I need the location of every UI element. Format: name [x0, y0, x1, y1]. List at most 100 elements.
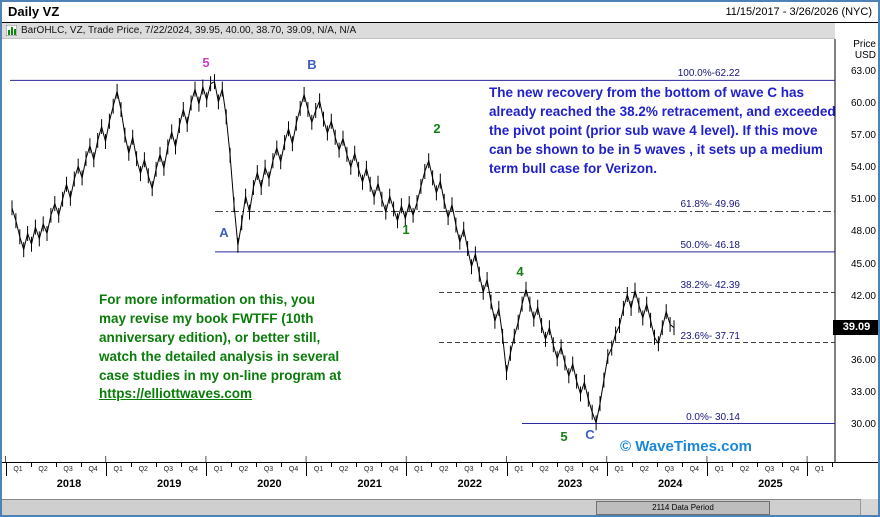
quarter-label: Q3	[63, 466, 73, 473]
price-axis-label: 30.00	[850, 419, 876, 430]
quarter-tick	[381, 463, 383, 467]
price-axis-label: 33.00	[850, 386, 876, 398]
wave-label-5: 5	[202, 55, 210, 70]
quarter-tick	[656, 463, 658, 467]
note-green-body: For more information on this, you may re…	[99, 292, 342, 383]
bar-chart-icon	[6, 25, 17, 36]
quarter-tick	[80, 463, 82, 467]
quarter-label: Q3	[664, 466, 674, 473]
quarter-tick	[757, 463, 758, 467]
quarter-tick	[431, 463, 433, 467]
price-line	[11, 80, 675, 425]
year-label: 2019	[156, 478, 182, 490]
analysis-note-green: For more information on this, you may re…	[99, 291, 343, 404]
price-axis-label: 54.00	[850, 162, 876, 174]
quarter-label: Q1	[414, 466, 424, 473]
quarter-tick	[230, 463, 232, 467]
quarter-label: Q1	[814, 466, 825, 473]
year-boundary-tick	[706, 463, 708, 476]
elliottwaves-link[interactable]: https://elliottwaves.com	[99, 386, 253, 402]
quarter-label: Q2	[38, 466, 48, 473]
quarter-label: Q1	[313, 466, 324, 473]
quarter-tick	[832, 463, 834, 467]
wave-label-C: C	[585, 427, 595, 442]
quarter-tick	[631, 463, 633, 467]
h-scrollbar[interactable]: 2114 Data Period	[2, 499, 861, 515]
wave-label-1: 1	[402, 222, 410, 237]
year-boundary-tick	[105, 463, 107, 476]
fib-label: 61.8%- 49.96	[680, 199, 741, 211]
wave-label-A: A	[219, 225, 229, 240]
quarter-tick	[281, 463, 283, 467]
quarter-label: Q3	[464, 466, 474, 473]
year-label: 2022	[457, 478, 483, 490]
quarter-tick	[581, 463, 583, 467]
price-axis-label: 51.00	[850, 194, 876, 206]
price-axis-label: 48.00	[850, 226, 876, 238]
price-axis-label: 45.00	[850, 258, 876, 270]
quarter-label: Q4	[288, 466, 299, 473]
price-axis-label: 36.00	[850, 354, 876, 366]
wave-label-4: 4	[516, 264, 524, 279]
quarter-label: Q4	[489, 466, 499, 473]
quarter-label: Q1	[714, 466, 725, 473]
year-label: 2020	[257, 478, 282, 490]
quarter-tick	[531, 463, 533, 467]
price-axis-label: 57.00	[850, 130, 876, 142]
fib-label: 0.0%- 30.14	[686, 411, 740, 423]
year-label: 2021	[357, 478, 382, 490]
year-boundary-tick	[506, 463, 508, 476]
price-axis-label: 42.00	[850, 290, 876, 302]
quarter-label: Q3	[564, 466, 574, 473]
date-range: 11/15/2017 - 3/26/2026 (NYC)	[725, 6, 872, 18]
quarter-tick	[556, 463, 558, 467]
quarter-label: Q4	[188, 466, 199, 473]
fib-label: 23.6%- 37.71	[680, 330, 741, 342]
quarter-label: Q4	[589, 466, 599, 473]
year-label: 2018	[56, 478, 82, 490]
year-boundary-tick	[606, 463, 608, 476]
quarter-tick	[180, 463, 182, 467]
quarter-label: Q2	[439, 466, 449, 473]
fib-label: 100.0%-62.22	[677, 68, 740, 80]
quarter-label: Q3	[764, 466, 775, 473]
quarter-tick	[731, 463, 733, 467]
quarter-label: Q4	[789, 466, 800, 473]
quarter-label: Q1	[614, 466, 624, 473]
year-boundary-tick	[807, 463, 809, 476]
quarter-label: Q4	[389, 466, 399, 473]
watermark: © WaveTimes.com	[620, 438, 752, 455]
quarter-label: Q1	[514, 466, 524, 473]
quarter-tick	[130, 463, 132, 467]
quarter-tick	[155, 463, 157, 467]
chart-region: Price USD 39.09 The new recovery from th…	[2, 39, 878, 462]
quarter-label: Q3	[163, 466, 173, 473]
price-axis-label: 63.00	[850, 66, 876, 77]
info-bar: BarOHLC, VZ, Trade Price, 7/22/2024, 39.…	[2, 23, 835, 39]
quarter-tick	[681, 463, 683, 467]
price-axis-label: 60.00	[850, 98, 876, 110]
year-boundary-tick	[5, 463, 7, 476]
quarter-label: Q4	[689, 466, 700, 473]
wave-label-B: B	[307, 57, 317, 72]
quarter-label: Q2	[539, 466, 549, 473]
x-axis: Q1 Q2 Q3 Q4 Q1 Q2 Q3 Q4 Q1 Q2 Q3 Q4 Q1 Q2 Q3 Q4 Q1 Q2 Q3 Q4…	[2, 462, 878, 499]
quarter-label: Q3	[364, 466, 374, 473]
quarter-tick	[30, 463, 32, 467]
analysis-note-blue: The new recovery from the bottom of wave…	[489, 85, 836, 176]
price-axis-header: Price	[853, 39, 876, 50]
quarter-label: Q1	[13, 466, 23, 473]
chart-canvas[interactable]	[2, 39, 878, 462]
year-boundary-tick	[306, 463, 308, 476]
quarter-tick	[456, 463, 458, 467]
title-bar: Daily VZ 11/15/2017 - 3/26/2026 (NYC)	[2, 2, 878, 23]
scrollbar-thumb[interactable]: 2114 Data Period	[596, 501, 770, 515]
resize-corner[interactable]	[860, 499, 878, 515]
quarter-tick	[331, 463, 333, 467]
quarter-tick	[55, 463, 57, 467]
quarter-tick	[356, 463, 358, 467]
wave-label-5: 5	[560, 429, 568, 444]
series-info: BarOHLC, VZ, Trade Price, 7/22/2024, 39.…	[21, 25, 357, 36]
quarter-tick	[782, 463, 784, 467]
